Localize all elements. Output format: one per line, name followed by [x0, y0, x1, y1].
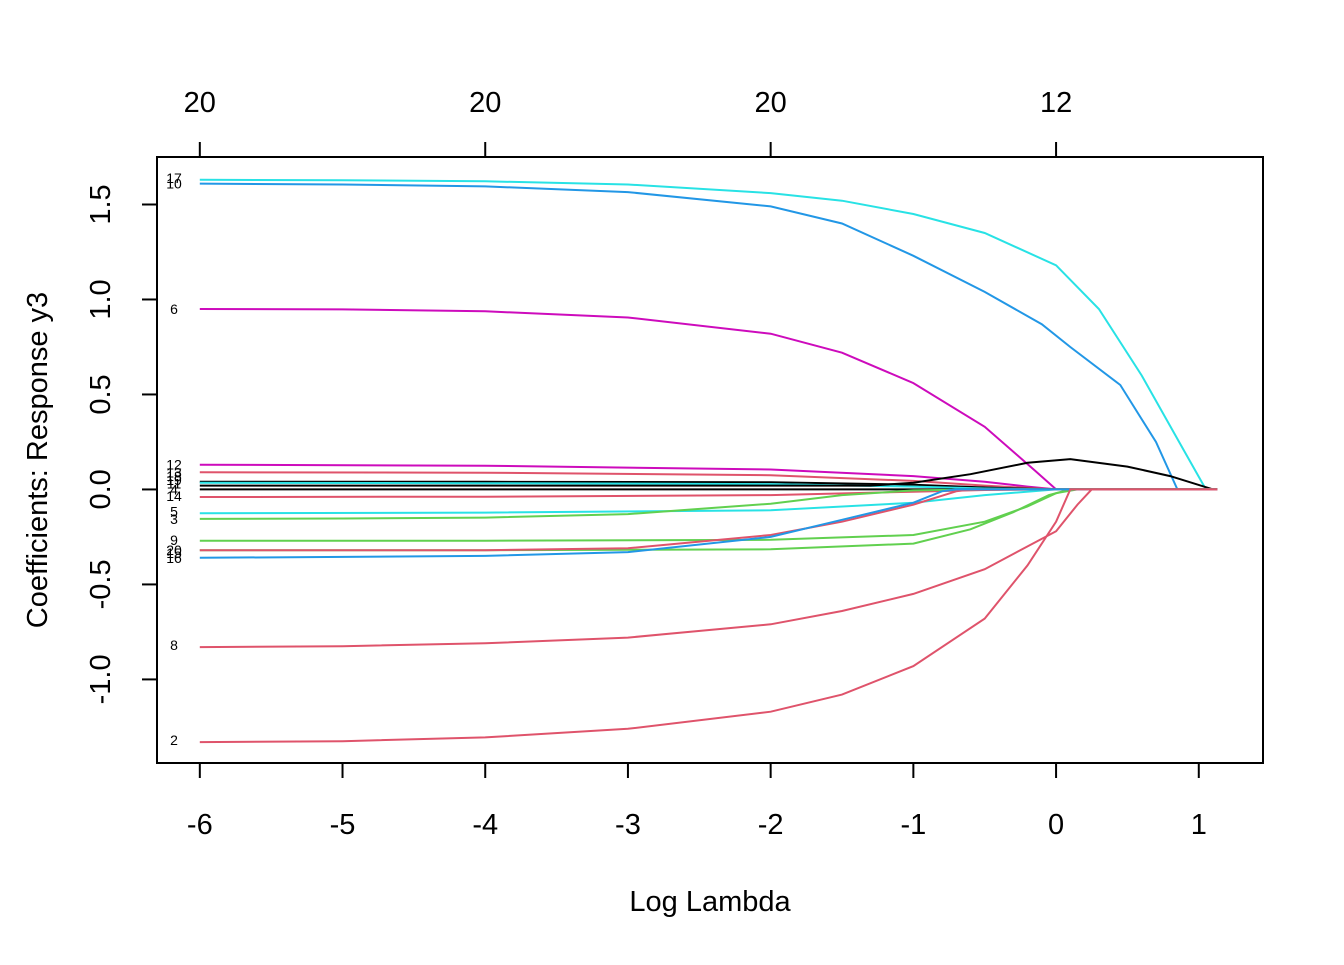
curve-label-2: 2: [170, 732, 178, 748]
y-axis-title: Coefficients: Response y3: [22, 292, 54, 628]
coefficient-curves: [199, 178, 1218, 744]
plot-frame: [156, 156, 1264, 764]
x-axis-title: Log Lambda: [629, 886, 791, 918]
coef-path-8: [199, 488, 1218, 649]
curve-label-18: 18: [166, 468, 182, 484]
coef-path-2: [199, 488, 1218, 744]
coef-path-17: [199, 178, 1218, 491]
top-tick-label: 20: [469, 87, 501, 119]
x-tick-label: -1: [900, 809, 926, 841]
curve-label-19: 19: [166, 472, 182, 488]
top-axis: 20 20 20 12: [184, 87, 1072, 158]
curve-label-12: 12: [166, 457, 182, 473]
curve-label-3: 3: [170, 511, 178, 527]
x-tick-label: 1: [1191, 809, 1207, 841]
curve-label-8: 8: [170, 637, 178, 653]
x-tick-label: -4: [472, 809, 498, 841]
y-tick-label: 0.0: [85, 469, 117, 509]
x-tick-label: -3: [615, 809, 641, 841]
coef-path-11: [199, 458, 1218, 491]
top-tick-label: 20: [184, 87, 216, 119]
coef-path-16: [199, 488, 1218, 559]
curve-label-11: 11: [167, 476, 182, 492]
curve-label-9: 9: [170, 532, 178, 548]
coef-path-10: [199, 182, 1218, 491]
curve-label-15: 15: [166, 545, 182, 561]
y-tick-label: 0.5: [85, 374, 117, 414]
top-tick-label: 20: [755, 87, 787, 119]
curve-label-4: 4: [170, 481, 178, 497]
y-axis: -1.0 -0.5 0.0 0.5 1.0 1.5: [85, 184, 158, 704]
curve-label-13: 13: [166, 464, 182, 480]
curve-label-6: 6: [170, 301, 178, 317]
y-tick-label: 1.5: [85, 184, 117, 224]
y-tick-label: -1.0: [85, 654, 117, 704]
y-tick-label: 1.0: [85, 279, 117, 319]
x-tick-label: -2: [758, 809, 784, 841]
x-tick-label: -5: [330, 809, 356, 841]
curve-label-17: 17: [166, 170, 182, 186]
x-tick-label: 0: [1048, 809, 1064, 841]
curve-label-5: 5: [170, 503, 178, 519]
x-axis: -6 -5 -4 -3 -2 -1 0 1: [187, 762, 1207, 841]
x-tick-label: -6: [187, 809, 213, 841]
curve-label-20: 20: [166, 542, 182, 558]
curve-label-10: 10: [166, 176, 182, 192]
curve-label-14: 14: [166, 488, 182, 504]
curve-label-16: 16: [166, 550, 182, 566]
coef-path-6: [199, 308, 1218, 491]
y-tick-label: -0.5: [85, 559, 117, 609]
top-tick-label: 12: [1040, 87, 1072, 119]
